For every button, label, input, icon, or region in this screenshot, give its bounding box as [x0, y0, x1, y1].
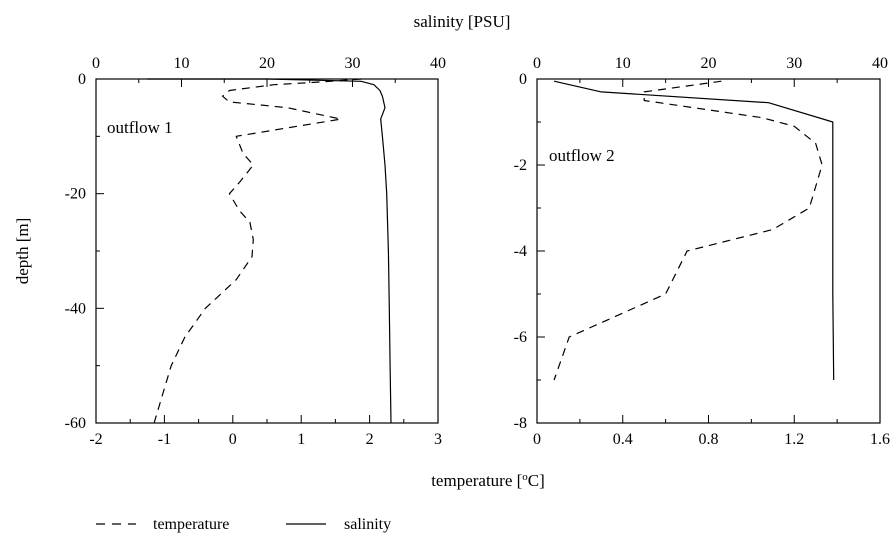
panel-1-top-tick-label: 10	[174, 55, 190, 72]
panel-1-bottom-tick-label: 1	[297, 431, 305, 448]
panel-1-bottom-tick-label: -1	[158, 431, 171, 448]
panel-2-frame	[536, 78, 881, 424]
panel-1-y-tick-label: -20	[65, 186, 86, 203]
panel-2-salinity-line	[553, 80, 835, 381]
panel-2-y-tick-label: -8	[514, 415, 527, 432]
y-axis-title: depth [m]	[13, 218, 32, 285]
panel-1-salinity-line	[147, 78, 392, 424]
bottom-axis-title: temperature [oC]	[431, 471, 545, 490]
panel-2-top-tick-label: 0	[533, 55, 541, 72]
panel-2-bottom-tick-label: 0.4	[613, 431, 633, 448]
panel-2-top-tick-label: 20	[701, 55, 717, 72]
degree-superscript: o	[522, 471, 528, 483]
panel-1-top-tick-label: 20	[259, 55, 275, 72]
panel-2-y-tick-label: -4	[514, 243, 527, 260]
panel-2-temperature-line	[553, 80, 823, 381]
panel-2-top-tick-label: 10	[615, 55, 631, 72]
panel-1-annotation: outflow 1	[107, 118, 173, 137]
top-axis-title: salinity [PSU]	[414, 12, 511, 31]
legend-temperature-label: temperature	[153, 516, 229, 533]
panel-2-y-tick-label: 0	[519, 71, 527, 88]
chart-marks: -2 -1 0 1 2 30 10 20 30 400-20-40-600 0.4 0.8 1.2 1.6…	[65, 55, 890, 448]
panel-2-bottom-tick-label: 1.6	[870, 431, 890, 448]
panel-1-top-tick-label: 0	[92, 55, 100, 72]
panel-2-y-tick-label: -6	[514, 329, 527, 346]
panel-2-bottom-tick-label: 0	[533, 431, 541, 448]
panel-1-top-tick-label: 40	[430, 55, 446, 72]
panel-2-annotation: outflow 2	[549, 146, 615, 165]
panel-1-bottom-tick-label: -2	[89, 431, 102, 448]
panel-1-top-tick-label: 30	[345, 55, 361, 72]
panel-2-y-tick-label: -2	[514, 157, 527, 174]
panel-1-y-tick-label: -60	[65, 415, 86, 432]
panel-2-bottom-tick-label: 1.2	[784, 431, 804, 448]
panel-1-bottom-tick-label: 2	[366, 431, 374, 448]
panel-2-bottom-tick-label: 0.8	[699, 431, 719, 448]
panel-2-top-tick-label: 40	[872, 55, 888, 72]
panel-1-y-tick-label: -40	[65, 300, 86, 317]
legend-salinity-label: salinity	[344, 516, 391, 533]
panel-1-y-tick-label: 0	[78, 71, 86, 88]
panel-1-bottom-tick-label: 3	[434, 431, 442, 448]
panel-2-top-tick-label: 30	[786, 55, 802, 72]
panel-1-temperature-line	[153, 78, 362, 424]
panel-1-bottom-tick-label: 0	[229, 431, 237, 448]
